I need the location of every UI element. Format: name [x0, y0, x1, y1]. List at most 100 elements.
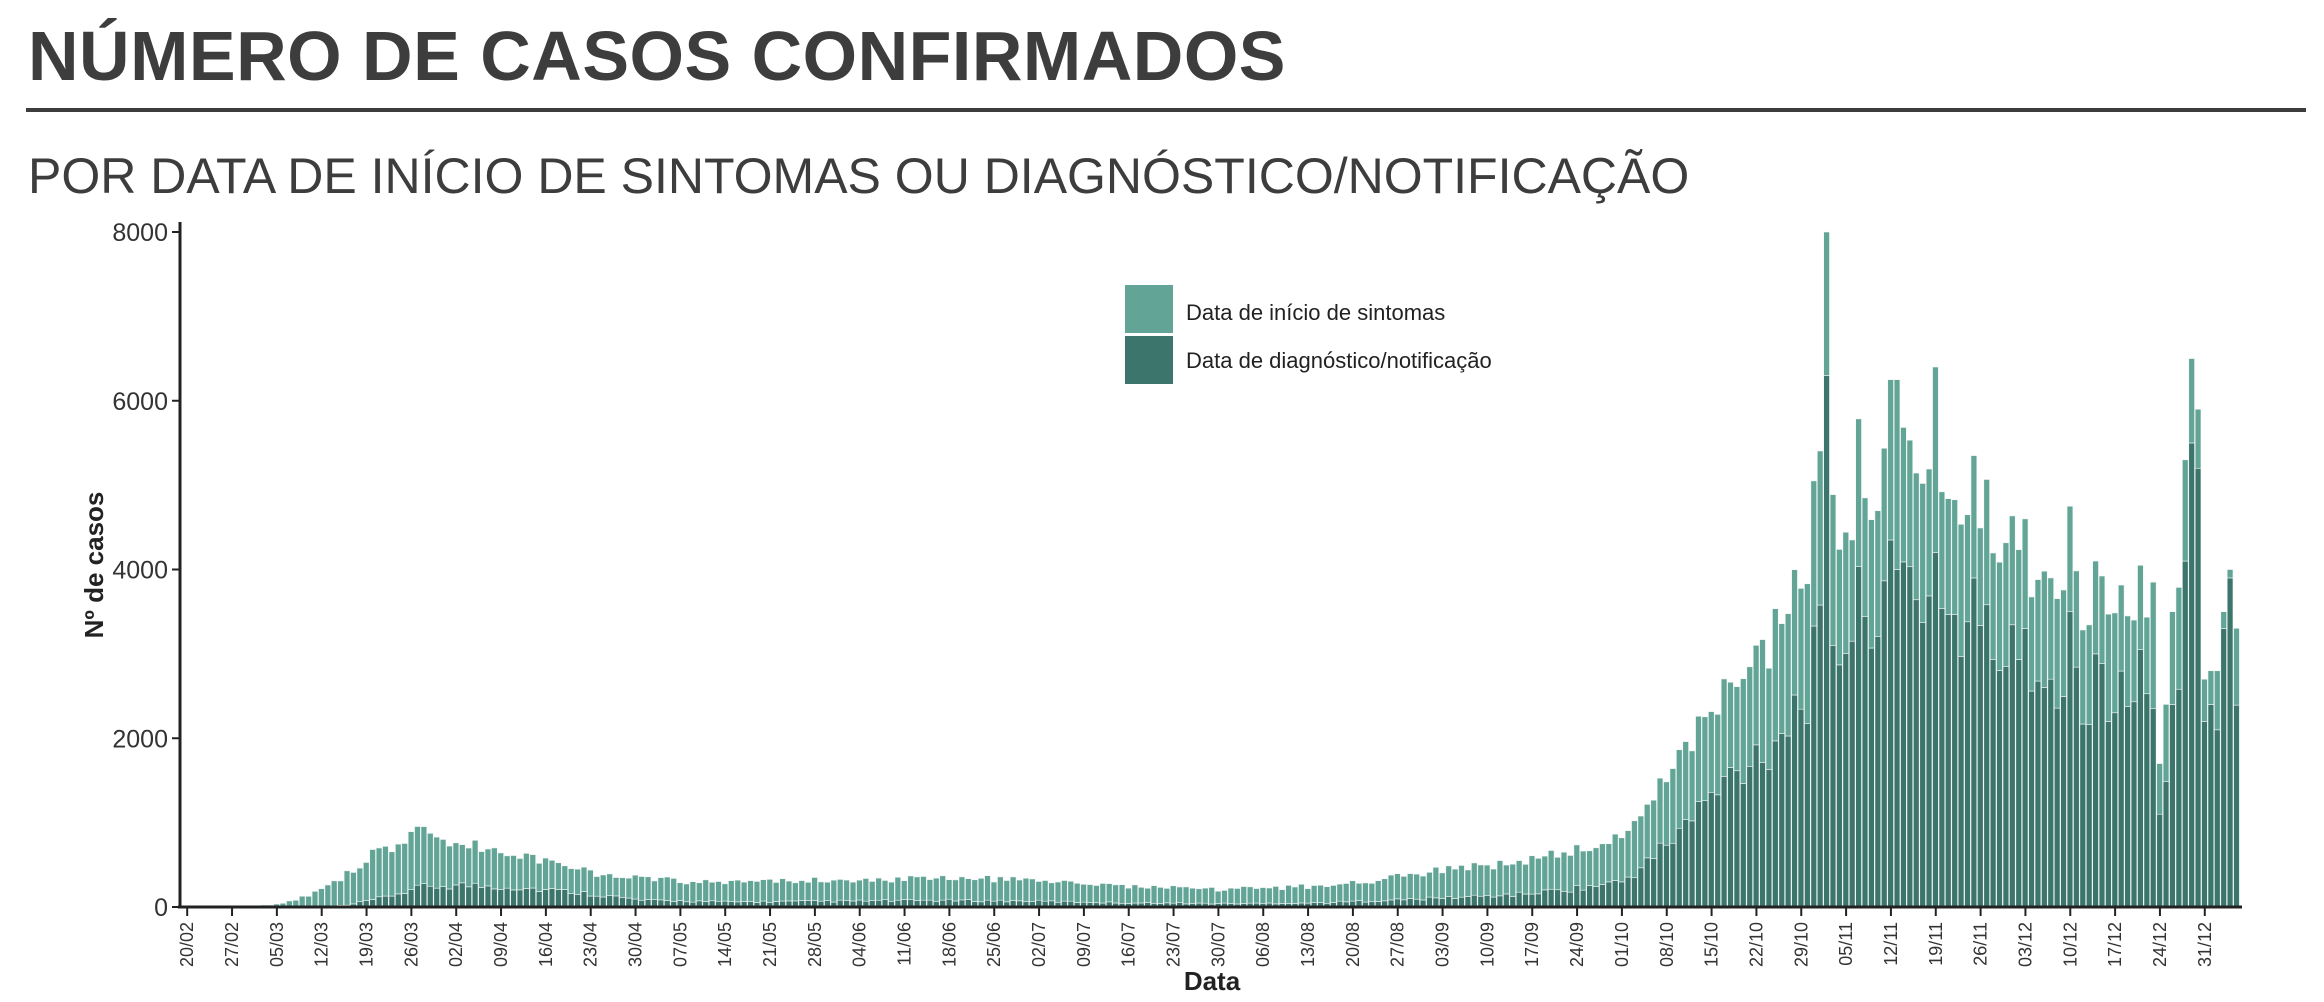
bar-diagnostico	[1925, 595, 1933, 908]
bar-sintomas	[337, 880, 344, 906]
bar-diagnostico	[1605, 881, 1613, 908]
bar-sintomas	[1150, 885, 1158, 905]
bar-sintomas	[1471, 862, 1478, 896]
bar-sintomas	[1336, 883, 1344, 902]
bar-sintomas	[1618, 837, 1625, 883]
bar-diagnostico	[407, 889, 415, 908]
bar-sintomas	[740, 881, 748, 902]
bar-sintomas	[587, 869, 594, 897]
bar-diagnostico	[2169, 704, 2176, 908]
bar-sintomas	[2085, 624, 2093, 725]
bar-sintomas	[510, 855, 517, 891]
x-tick-label: 02/04	[446, 922, 466, 967]
bar-diagnostico	[497, 889, 504, 908]
bar-sintomas	[798, 880, 805, 901]
bar-sintomas	[1784, 613, 1792, 737]
bar-diagnostico	[1740, 783, 1747, 908]
bar-diagnostico	[1464, 896, 1472, 908]
bar-sintomas	[1381, 878, 1388, 902]
bar-sintomas	[1682, 741, 1689, 820]
bar-sintomas	[2066, 505, 2074, 612]
bar-sintomas	[1765, 667, 1773, 770]
bar-sintomas	[1080, 883, 1087, 903]
bar-diagnostico	[478, 887, 485, 908]
bar-diagnostico	[1957, 656, 1965, 908]
x-tick-label: 12/11	[1881, 922, 1901, 966]
bar-sintomas	[1246, 886, 1254, 904]
bar-sintomas	[1951, 499, 1958, 615]
bar-sintomas	[2124, 615, 2131, 707]
bar-sintomas	[1407, 873, 1414, 899]
bar-diagnostico	[1964, 621, 1971, 908]
bar-diagnostico	[1746, 765, 1753, 908]
bar-sintomas	[1663, 781, 1670, 846]
bar-sintomas	[311, 891, 319, 907]
bar-diagnostico	[388, 895, 396, 908]
bar-diagnostico	[1893, 569, 1901, 908]
bar-sintomas	[382, 846, 389, 897]
bar-diagnostico	[1868, 647, 1875, 908]
bar-sintomas	[1509, 863, 1516, 897]
bar-sintomas	[734, 879, 741, 903]
bar-diagnostico	[1823, 375, 1830, 908]
bar-sintomas	[1964, 514, 1971, 623]
bar-sintomas	[2150, 581, 2157, 710]
bar-diagnostico	[1977, 625, 1984, 908]
bar-diagnostico	[1496, 895, 1504, 908]
bar-diagnostico	[1592, 886, 1600, 908]
bar-sintomas	[625, 877, 633, 899]
bar-diagnostico	[484, 885, 492, 908]
bar-sintomas	[1868, 519, 1875, 649]
bar-sintomas	[1772, 608, 1779, 742]
bar-diagnostico	[1989, 659, 1997, 908]
bar-diagnostico	[567, 893, 575, 908]
bar-sintomas	[696, 882, 703, 902]
legend-swatch-diagnostico	[1125, 336, 1173, 384]
bar-sintomas	[1317, 884, 1324, 903]
bar-sintomas	[331, 880, 338, 906]
bar-sintomas	[1797, 588, 1805, 710]
bar-sintomas	[2220, 611, 2227, 629]
bar-sintomas	[2047, 577, 2054, 680]
bar-sintomas	[638, 876, 645, 901]
bar-sintomas	[471, 839, 479, 884]
bar-sintomas	[1733, 686, 1741, 772]
bar-sintomas	[1259, 887, 1267, 904]
bar-sintomas	[1310, 885, 1318, 903]
bar-sintomas	[1925, 468, 1933, 597]
bar-sintomas	[772, 882, 780, 902]
bar-sintomas	[363, 862, 370, 901]
bar-diagnostico	[2009, 624, 2016, 908]
bar-diagnostico	[1579, 889, 1587, 908]
bar-diagnostico	[2162, 781, 2170, 908]
bar-sintomas	[1054, 881, 1062, 903]
bar-diagnostico	[433, 887, 440, 908]
bar-sintomas	[721, 883, 729, 902]
bar-sintomas	[497, 852, 504, 890]
bar-sintomas	[1977, 527, 1984, 626]
bar-sintomas	[1195, 888, 1203, 904]
bar-diagnostico	[2034, 680, 2042, 908]
bar-diagnostico	[2207, 704, 2215, 908]
x-tick-label: 10/12	[2060, 922, 2080, 967]
bar-sintomas	[1644, 804, 1651, 859]
bar-diagnostico	[1522, 893, 1529, 908]
bar-diagnostico	[439, 886, 447, 908]
bar-sintomas	[926, 879, 934, 901]
bar-sintomas	[990, 881, 998, 902]
bar-sintomas	[1688, 750, 1696, 822]
bar-diagnostico	[1849, 640, 1856, 908]
bar-sintomas	[2118, 584, 2125, 672]
bar-sintomas	[2105, 613, 2112, 722]
bar-diagnostico	[401, 893, 408, 908]
bar-sintomas	[2201, 678, 2208, 722]
bar-sintomas	[1413, 873, 1420, 900]
bar-sintomas	[433, 836, 440, 889]
y-tick-label: 4000	[112, 557, 168, 585]
bar-diagnostico	[1836, 664, 1843, 908]
bar-sintomas	[1714, 714, 1721, 796]
bar-sintomas	[824, 881, 831, 902]
bar-diagnostico	[542, 889, 549, 908]
bar-sintomas	[2060, 589, 2067, 697]
bar-diagnostico	[1618, 881, 1625, 908]
